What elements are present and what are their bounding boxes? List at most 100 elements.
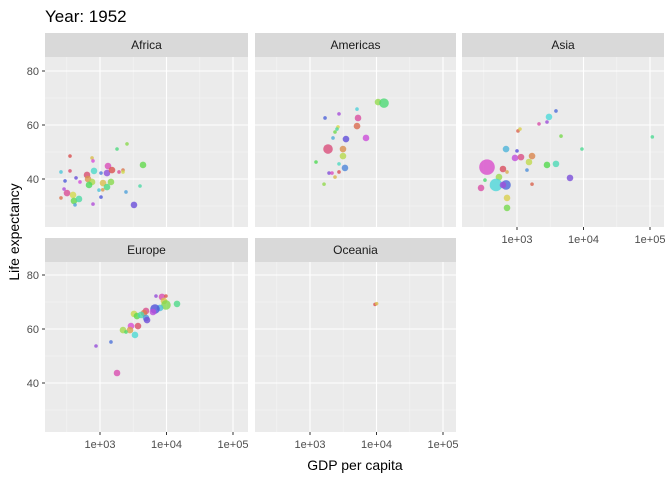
x-tick-label: 1e+05 (218, 439, 249, 451)
facet-strip-label: Europe (127, 243, 166, 257)
data-point (161, 300, 171, 310)
data-point (68, 154, 72, 158)
data-point (353, 122, 361, 130)
data-point (99, 195, 103, 199)
y-tick-label: 40 (27, 378, 39, 390)
data-point (63, 179, 67, 183)
facet-oceania: Oceania 1e+03 1e+04 1e+05 (255, 238, 458, 451)
data-point (503, 204, 511, 212)
data-point (341, 164, 349, 172)
data-point (580, 147, 584, 151)
y-axis-title: Life expectancy (6, 183, 22, 280)
y-tick-label: 80 (27, 270, 39, 282)
data-point (537, 122, 541, 126)
data-point (107, 178, 115, 186)
x-tick-label: 1e+05 (635, 234, 666, 246)
data-point (327, 171, 331, 175)
panel-background (45, 262, 248, 432)
panel-background (255, 57, 456, 227)
data-point (511, 154, 519, 162)
data-point (100, 188, 105, 192)
data-point (323, 144, 333, 154)
data-point (103, 169, 111, 177)
data-point (374, 301, 379, 306)
facet-strip (255, 33, 456, 57)
facet-strip (45, 238, 248, 262)
data-point (154, 294, 158, 298)
data-point (78, 180, 82, 184)
data-point (489, 178, 503, 192)
data-point (479, 159, 495, 175)
data-point (323, 116, 327, 120)
data-point (125, 142, 129, 146)
x-tick-label: 1e+04 (151, 439, 182, 451)
y-tick-label: 40 (27, 174, 39, 186)
data-point (69, 191, 77, 199)
data-point (330, 171, 334, 175)
data-point (121, 170, 125, 174)
facet-europe: Europe 40 60 80 1e+03 1e+04 1e+05 (27, 238, 249, 451)
x-tick-label: 1e+05 (428, 439, 459, 451)
data-point (124, 330, 128, 334)
data-point (650, 135, 655, 139)
data-point (554, 109, 558, 113)
data-point (70, 197, 78, 205)
data-point (68, 169, 72, 173)
data-point (331, 136, 335, 140)
data-point (545, 113, 553, 121)
panel-background (255, 262, 456, 432)
data-point (499, 181, 507, 189)
data-point (333, 175, 337, 179)
data-point (502, 145, 510, 153)
data-point (62, 187, 66, 191)
data-point (63, 189, 71, 197)
data-point (339, 145, 347, 153)
data-point (91, 159, 95, 163)
data-point (173, 300, 181, 308)
data-point (109, 340, 113, 344)
data-point (517, 153, 525, 161)
data-point (139, 161, 147, 169)
data-point (495, 173, 503, 181)
data-point (528, 152, 536, 160)
data-point (138, 184, 142, 188)
data-point (97, 188, 101, 192)
data-point (91, 202, 95, 206)
data-point (483, 178, 487, 182)
data-point (59, 196, 63, 200)
data-point (314, 160, 318, 164)
data-point (499, 165, 507, 173)
facet-africa: Africa 40 60 80 (27, 33, 248, 227)
x-tick-label: 1e+03 (295, 439, 326, 451)
data-point (104, 162, 112, 170)
facet-strip (45, 33, 248, 57)
facet-strip-label: Africa (131, 38, 162, 52)
data-point (134, 322, 142, 330)
data-point (164, 294, 168, 298)
data-point (94, 344, 98, 348)
x-tick-label: 1e+03 (502, 234, 533, 246)
data-point (335, 127, 339, 131)
data-point (124, 190, 128, 194)
chart-title: Year: 1952 (45, 7, 127, 26)
data-point (518, 127, 522, 131)
data-point (543, 161, 551, 169)
data-point (379, 98, 389, 108)
data-point (75, 195, 83, 203)
facet-strip (462, 33, 664, 57)
data-point (566, 174, 574, 182)
data-point (337, 170, 341, 174)
data-point (477, 184, 485, 192)
panel-background (462, 57, 664, 227)
data-point (126, 326, 134, 334)
facet-strip-label: Americas (330, 38, 380, 52)
facet-strip-label: Asia (551, 38, 575, 52)
data-point (354, 114, 362, 122)
data-point (90, 156, 94, 160)
data-point (99, 179, 107, 187)
data-point (117, 170, 121, 174)
data-point (530, 182, 534, 186)
data-point (59, 170, 63, 174)
x-axis-title: GDP per capita (307, 457, 403, 473)
